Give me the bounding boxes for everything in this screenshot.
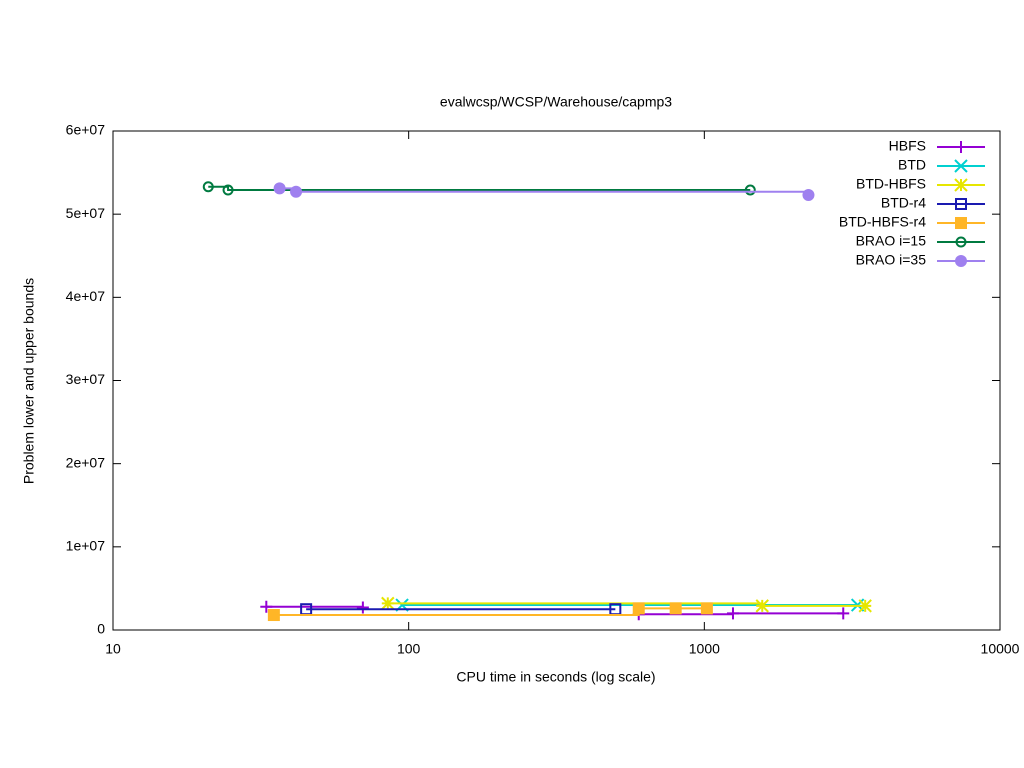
y-tick-label: 1e+07	[66, 538, 106, 554]
legend-label: BTD-HBFS	[856, 176, 926, 192]
marker	[632, 602, 645, 615]
marker	[356, 601, 369, 614]
legend-label: BTD-HBFS-r4	[839, 214, 926, 230]
series-line	[208, 185, 751, 192]
legend-label: BRAO i=35	[856, 252, 927, 268]
legend-marker	[955, 236, 967, 248]
x-tick-label: 100	[397, 641, 421, 657]
y-tick-label: 3e+07	[66, 371, 106, 387]
x-tick-label: 10000	[981, 641, 1020, 657]
legend-marker	[955, 141, 967, 153]
marker	[744, 184, 756, 196]
marker	[267, 609, 280, 622]
legend-marker	[955, 255, 967, 267]
marker	[837, 607, 850, 620]
marker	[700, 602, 713, 615]
y-axis-label: Problem lower and upper bounds	[21, 278, 37, 484]
y-tick-label: 2e+07	[66, 454, 106, 470]
y-tick-label: 6e+07	[66, 122, 106, 138]
y-tick-label: 5e+07	[66, 205, 106, 221]
marker	[802, 189, 815, 202]
legend-label: BRAO i=15	[856, 233, 927, 249]
legend-marker	[955, 198, 967, 210]
marker	[290, 185, 303, 198]
marker	[202, 181, 214, 193]
legend-label: BTD	[898, 157, 926, 173]
marker	[858, 599, 872, 613]
marker	[726, 607, 739, 620]
chart-title: evalwcsp/WCSP/Warehouse/capmp3	[440, 94, 672, 110]
marker	[669, 602, 682, 615]
plot-frame	[112, 130, 1001, 631]
marker	[755, 599, 769, 613]
legend-marker	[954, 159, 968, 173]
legend-marker	[954, 178, 968, 192]
legend-marker	[955, 217, 967, 229]
x-tick-label: 10	[105, 641, 121, 657]
x-axis-label: CPU time in seconds (log scale)	[456, 669, 655, 685]
marker	[273, 182, 286, 195]
marker	[222, 184, 234, 196]
y-tick-label: 0	[97, 621, 105, 637]
marker	[260, 600, 273, 613]
y-tick-label: 4e+07	[66, 288, 106, 304]
legend-label: HBFS	[889, 138, 926, 154]
x-tick-label: 1000	[689, 641, 720, 657]
legend-label: BTD-r4	[881, 195, 926, 211]
marker	[381, 596, 395, 611]
